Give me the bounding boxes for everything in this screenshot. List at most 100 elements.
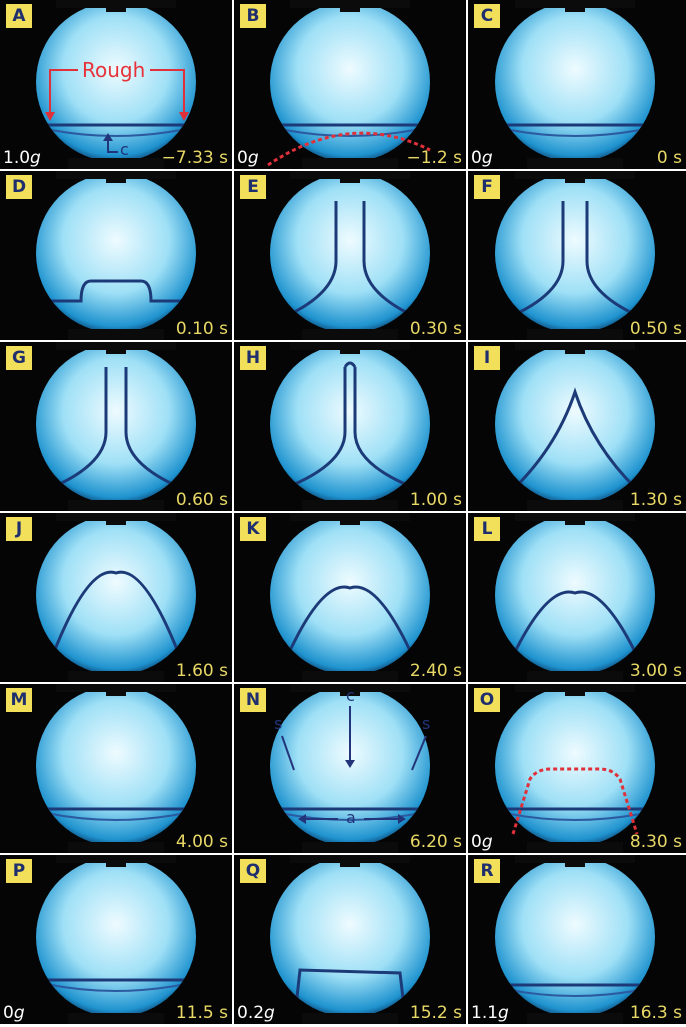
time-label: 4.00 s: [175, 832, 228, 852]
top-mount: [515, 855, 635, 863]
panel-image: [36, 171, 196, 340]
gravity-label: 0g: [3, 1003, 25, 1023]
top-mount: [56, 342, 176, 350]
sphere-glow: [270, 515, 430, 675]
panel-image: [267, 0, 431, 169]
crest-label: c: [346, 686, 355, 705]
panel-r: R 1.1g 16.3 s: [468, 855, 686, 1024]
panel-image: [495, 855, 655, 1024]
bottom-plate: [68, 671, 164, 682]
sphere-glow: [36, 173, 196, 333]
bottom-plate: [68, 1013, 164, 1024]
sphere-glow: [495, 686, 655, 846]
annotation-arrows: [281, 706, 427, 820]
width-label: a: [346, 808, 356, 827]
top-mount: [56, 513, 176, 521]
liquid-interface: [270, 807, 430, 821]
liquid-interface: [36, 978, 196, 992]
panel-p: P 0g 11.5 s: [0, 855, 234, 1024]
panel-h: H 1.00 s: [234, 342, 468, 511]
panel-image: [495, 684, 655, 853]
liquid-interface: [278, 585, 422, 674]
panel-n: N c s s a 6.20 s: [234, 684, 468, 853]
time-label: 0 s: [656, 148, 682, 168]
bottom-plate: [302, 1013, 398, 1024]
panel-image: [270, 342, 430, 511]
panel-letter: B: [240, 4, 266, 28]
time-label: 2.40 s: [409, 661, 462, 681]
liquid-interface: [495, 983, 655, 997]
bottom-plate: [527, 842, 623, 853]
sphere-glow: [36, 515, 196, 675]
time-label: 0.30 s: [409, 319, 462, 339]
panel-i: I 1.30 s: [468, 342, 686, 511]
bottom-plate: [68, 158, 164, 169]
liquid-interface: [293, 968, 407, 1016]
sphere-glow: [495, 173, 655, 333]
bottom-plate: [302, 500, 398, 511]
contact-line-label: c: [120, 140, 129, 159]
liquid-interface: [503, 387, 647, 499]
panel-image: [36, 684, 196, 853]
panel-image: [36, 513, 196, 682]
top-mount: [515, 342, 635, 350]
liquid-interface: [44, 570, 188, 674]
top-mount: [290, 855, 410, 863]
time-label: 1.60 s: [175, 661, 228, 681]
panel-image: [495, 0, 655, 169]
sphere-glow: [36, 2, 196, 162]
gravity-label: 0g: [471, 148, 493, 168]
sphere-glow: [495, 857, 655, 1017]
time-label: −7.33 s: [161, 148, 228, 168]
gravity-label: 0g: [471, 832, 493, 852]
liquid-interface: [36, 807, 196, 821]
time-label: 0.60 s: [175, 490, 228, 510]
panel-d: D 0.10 s: [0, 171, 234, 340]
panel-letter: G: [6, 346, 32, 370]
time-label: 0.50 s: [629, 319, 682, 339]
gravity-label: 1.1g: [471, 1003, 509, 1023]
top-mount: [290, 342, 410, 350]
panel-k: K 2.40 s: [234, 513, 468, 682]
time-label: 1.00 s: [409, 490, 462, 510]
time-label: 0.10 s: [175, 319, 228, 339]
panel-image: [270, 684, 430, 853]
panel-letter: C: [474, 4, 500, 28]
sphere-glow: [270, 857, 430, 1017]
panel-image: [495, 171, 655, 340]
time-label: 11.5 s: [175, 1003, 228, 1023]
top-mount: [290, 0, 410, 8]
panel-letter: J: [6, 517, 32, 541]
time-label: 3.00 s: [629, 661, 682, 681]
liquid-interface: [495, 123, 655, 137]
time-label: 1.30 s: [629, 490, 682, 510]
top-mount: [290, 513, 410, 521]
panel-image: [270, 855, 430, 1024]
bottom-plate: [302, 329, 398, 340]
panel-letter: D: [6, 175, 32, 199]
liquid-interface: [36, 123, 196, 137]
side-label-right: s: [422, 714, 431, 733]
panel-e: E 0.30 s: [234, 171, 468, 340]
time-label: 6.20 s: [409, 832, 462, 852]
panel-m: M 4.00 s: [0, 684, 234, 853]
panel-letter: L: [474, 517, 500, 541]
dotted-trace: [267, 131, 431, 167]
top-mount: [56, 171, 176, 179]
panel-letter: F: [474, 175, 500, 199]
top-mount: [515, 684, 635, 692]
dotted-trace: [511, 767, 639, 835]
panel-letter: R: [474, 859, 500, 883]
panel-b: B 0g −1.2 s: [234, 0, 468, 169]
top-mount: [56, 684, 176, 692]
panel-q: Q 0.2g 15.2 s: [234, 855, 468, 1024]
sphere-glow: [36, 686, 196, 846]
bottom-plate: [68, 842, 164, 853]
gravity-label: 0.2g: [237, 1003, 275, 1023]
time-label: 8.30 s: [629, 832, 682, 852]
panel-image: [36, 0, 196, 169]
panel-letter: K: [240, 517, 266, 541]
top-mount: [515, 0, 635, 8]
bottom-plate: [68, 500, 164, 511]
